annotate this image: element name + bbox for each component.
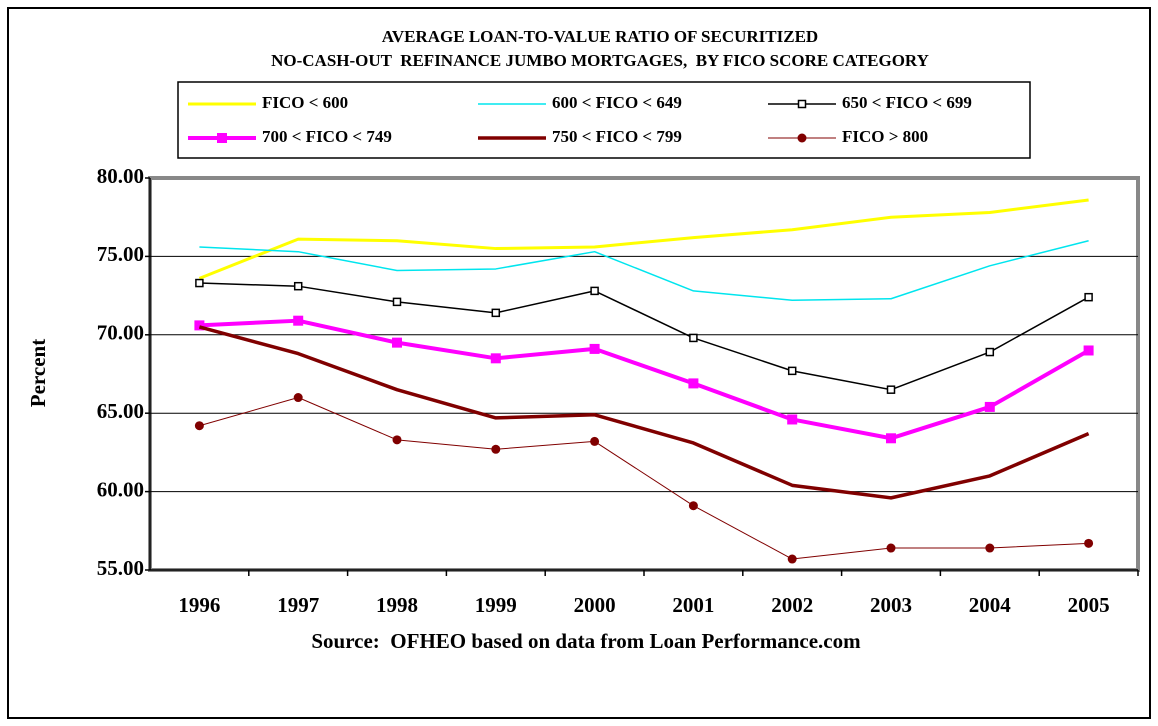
series-line bbox=[198, 198, 1089, 280]
legend-label: 750 < FICO < 799 bbox=[552, 127, 682, 146]
point bbox=[985, 543, 995, 553]
x-tick-label: 2001 bbox=[672, 593, 714, 617]
point bbox=[491, 308, 501, 318]
series-line bbox=[199, 397, 1089, 560]
x-tick-label: 2002 bbox=[771, 593, 813, 617]
point bbox=[589, 343, 600, 354]
x-tick-label: 1996 bbox=[178, 593, 220, 617]
point bbox=[293, 281, 303, 291]
series-line bbox=[199, 282, 1089, 391]
point bbox=[985, 347, 995, 357]
point bbox=[886, 385, 896, 394]
x-tick-label: 2003 bbox=[870, 593, 912, 617]
legend-label: 600 < FICO < 649 bbox=[552, 93, 682, 112]
y-tick-label: 75.00 bbox=[97, 242, 144, 266]
legend-label: FICO < 600 bbox=[262, 93, 348, 112]
y-tick-label: 60.00 bbox=[97, 477, 144, 501]
point bbox=[689, 333, 698, 343]
point bbox=[1083, 345, 1094, 356]
point bbox=[194, 320, 205, 331]
point bbox=[392, 435, 402, 445]
legend-marker bbox=[217, 133, 227, 143]
y-tick-label: 70.00 bbox=[97, 321, 144, 345]
legend-label: FICO > 800 bbox=[842, 127, 928, 146]
point bbox=[984, 401, 995, 412]
point bbox=[195, 278, 204, 288]
point bbox=[1084, 292, 1093, 302]
point bbox=[491, 444, 501, 454]
y-axis-label: Percent bbox=[26, 339, 50, 407]
plot-area bbox=[148, 176, 1140, 572]
point bbox=[787, 366, 797, 376]
legend-marker bbox=[797, 133, 807, 143]
point bbox=[688, 378, 699, 389]
x-tick-label: 2005 bbox=[1068, 593, 1110, 617]
point bbox=[787, 554, 797, 564]
point bbox=[1084, 538, 1094, 548]
chart-title: AVERAGE LOAN-TO-VALUE RATIO OF SECURITIZ… bbox=[382, 27, 818, 46]
point bbox=[293, 393, 303, 403]
series-line bbox=[199, 239, 1089, 302]
series-line bbox=[199, 318, 1090, 441]
point bbox=[392, 337, 402, 348]
point bbox=[590, 436, 600, 446]
point bbox=[590, 286, 599, 296]
y-tick-label: 55.00 bbox=[97, 556, 144, 580]
y-tick-label: 80.00 bbox=[97, 164, 144, 188]
point bbox=[787, 414, 798, 425]
point bbox=[490, 353, 501, 364]
point bbox=[392, 297, 402, 307]
point bbox=[293, 315, 304, 326]
legend-label: 650 < FICO < 699 bbox=[842, 93, 972, 112]
chart-title: NO-CASH-OUT REFINANCE JUMBO MORTGAGES, B… bbox=[271, 51, 929, 70]
x-tick-label: 1997 bbox=[277, 593, 319, 617]
legend bbox=[177, 81, 1031, 159]
point bbox=[886, 433, 896, 444]
x-tick-label: 1999 bbox=[475, 593, 517, 617]
legend-marker bbox=[797, 99, 807, 109]
point bbox=[886, 543, 896, 553]
y-tick-label: 65.00 bbox=[97, 399, 144, 423]
point bbox=[688, 501, 698, 511]
x-tick-label: 2000 bbox=[574, 593, 616, 617]
x-tick-label: 1998 bbox=[376, 593, 418, 617]
x-tick-label: 2004 bbox=[969, 593, 1012, 617]
point bbox=[194, 421, 204, 431]
source-note: Source: OFHEO based on data from Loan Pe… bbox=[311, 629, 861, 653]
series-line bbox=[198, 325, 1090, 500]
legend-label: 700 < FICO < 749 bbox=[262, 127, 392, 146]
